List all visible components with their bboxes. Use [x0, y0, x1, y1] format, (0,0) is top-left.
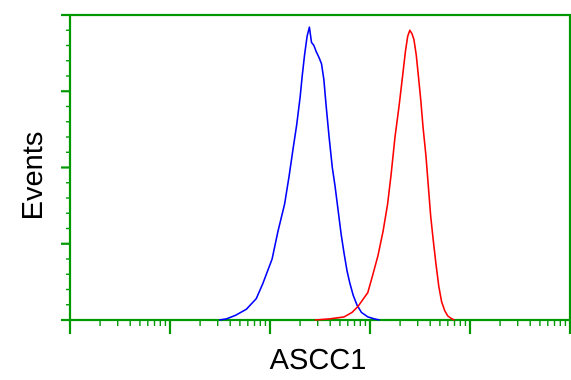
x-axis-label: ASCC1 [270, 344, 367, 376]
series-line-1 [218, 26, 380, 321]
y-axis-label: Events [17, 132, 49, 221]
axis-ticks [61, 13, 571, 334]
series-line-2 [314, 29, 455, 321]
series-layer [218, 26, 455, 321]
